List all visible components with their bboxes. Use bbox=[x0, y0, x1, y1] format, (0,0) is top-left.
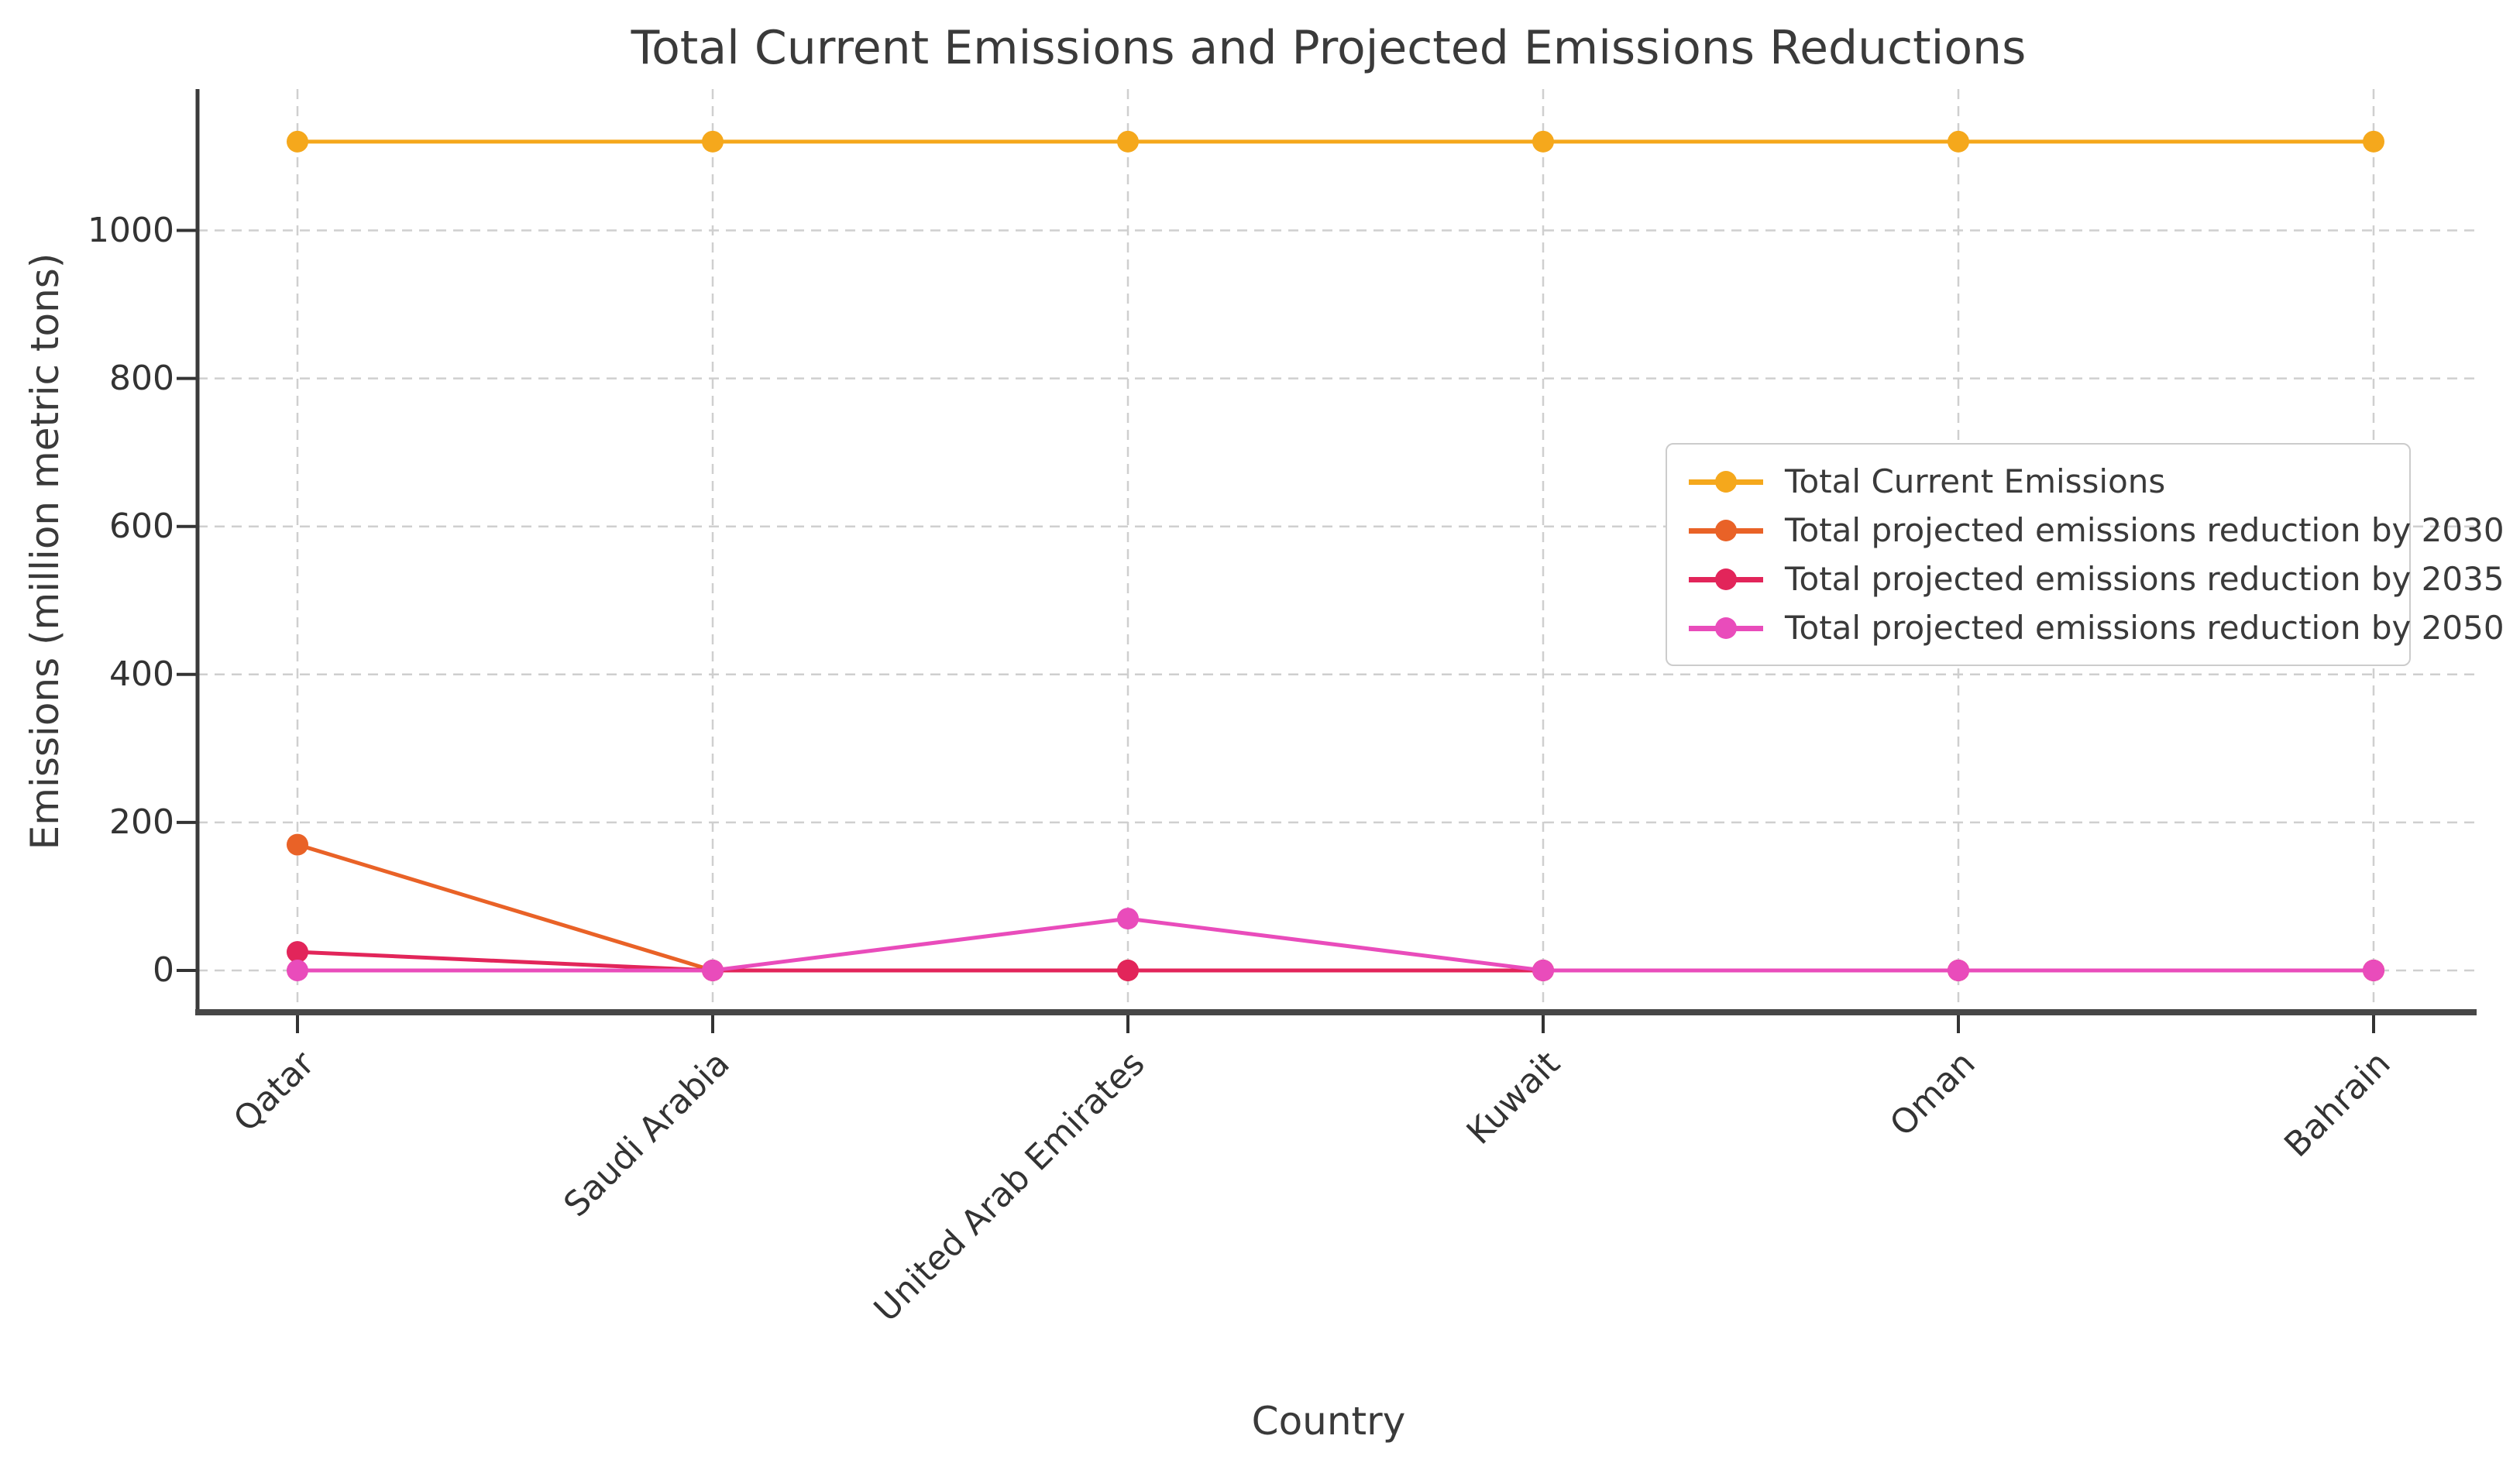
legend-item-2035: Total projected emissions reduction by 2… bbox=[1689, 560, 2505, 598]
data-point bbox=[1948, 130, 1969, 153]
legend-item-2030: Total projected emissions reduction by 2… bbox=[1689, 511, 2505, 549]
y-tick-label-800: 800 bbox=[109, 359, 174, 398]
series-line bbox=[297, 916, 2374, 973]
y-tick-label-1000: 1000 bbox=[88, 211, 174, 250]
legend-marker-current-icon bbox=[1689, 469, 1763, 495]
legend-label: Total projected emissions reduction by 2… bbox=[1785, 510, 2505, 549]
data-point bbox=[287, 833, 308, 856]
y-tick-label-200: 200 bbox=[109, 802, 174, 842]
data-point bbox=[2363, 960, 2384, 981]
legend-marker-2035-icon bbox=[1689, 566, 1763, 592]
series-line bbox=[297, 843, 2374, 973]
chart-title: Total Current Emissions and Projected Em… bbox=[631, 21, 2027, 75]
data-point bbox=[1117, 908, 1139, 930]
y-tick-label-400: 400 bbox=[109, 654, 174, 694]
data-point bbox=[287, 960, 308, 981]
legend-label: Total projected emissions reduction by 2… bbox=[1785, 559, 2505, 598]
data-point bbox=[1117, 130, 1139, 153]
y-tick-label-0: 0 bbox=[153, 950, 174, 990]
legend: Total Current Emissions Total projected … bbox=[1666, 443, 2505, 666]
series-line bbox=[297, 950, 2374, 973]
legend-item-current: Total Current Emissions bbox=[1689, 462, 2401, 500]
legend-label: Total Current Emissions bbox=[1785, 462, 2166, 500]
x-axis-label: Country bbox=[1251, 1399, 1406, 1444]
legend-label: Total projected emissions reduction by 2… bbox=[1785, 608, 2505, 647]
data-point bbox=[287, 941, 308, 963]
data-point bbox=[702, 130, 724, 153]
y-tick-label-600: 600 bbox=[109, 507, 174, 546]
data-point bbox=[287, 130, 308, 153]
data-point bbox=[1948, 960, 1969, 981]
legend-marker-2030-icon bbox=[1689, 517, 1763, 544]
data-point bbox=[2363, 130, 2384, 153]
y-axis-label: Emissions (million metric tons) bbox=[22, 252, 67, 850]
data-point bbox=[1532, 960, 1554, 981]
legend-marker-2050-icon bbox=[1689, 615, 1763, 641]
data-point bbox=[702, 960, 724, 981]
data-point bbox=[1117, 960, 1139, 981]
data-point bbox=[1532, 130, 1554, 153]
legend-item-2050: Total projected emissions reduction by 2… bbox=[1689, 609, 2505, 647]
